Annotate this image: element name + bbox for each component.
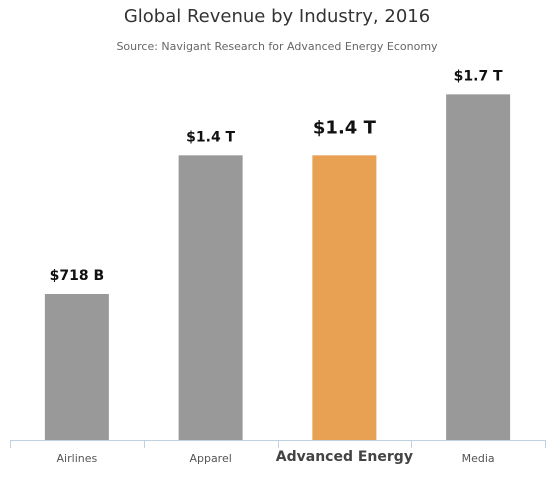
category-label-media: Media: [462, 452, 495, 465]
bar-airlines: [44, 294, 109, 440]
chart-subtitle: Source: Navigant Research for Advanced E…: [116, 40, 438, 53]
bar-advanced-energy: [312, 155, 377, 441]
category-label-advanced-energy: Advanced Energy: [276, 449, 413, 465]
category-label-apparel: Apparel: [189, 452, 231, 465]
category-label-airlines: Airlines: [57, 452, 98, 465]
data-label-media: $1.7 T: [454, 68, 503, 84]
data-label-advanced-energy: $1.4 T: [313, 117, 377, 138]
chart-title: Global Revenue by Industry, 2016: [123, 6, 431, 27]
data-label-apparel: $1.4 T: [186, 129, 235, 145]
bar-apparel: [178, 155, 243, 441]
data-label-airlines: $718 B: [50, 268, 105, 284]
bar-media: [446, 94, 511, 440]
